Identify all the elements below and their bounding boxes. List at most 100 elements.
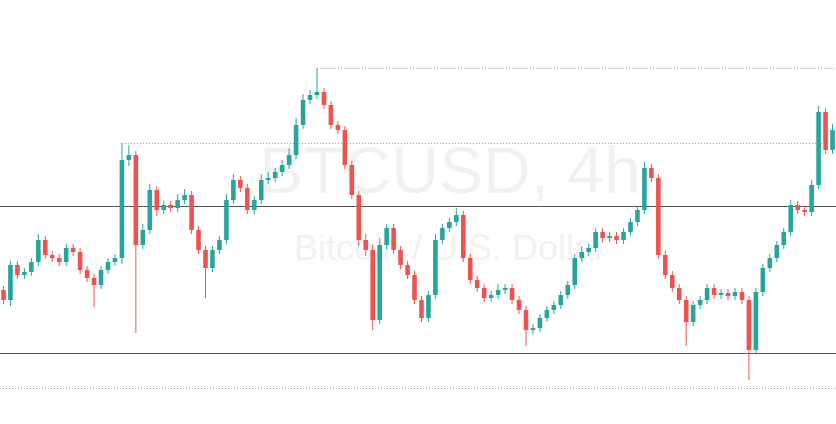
candle-body xyxy=(823,112,828,150)
candle-body xyxy=(398,250,403,265)
candle-body xyxy=(607,236,612,238)
candle-body xyxy=(460,215,466,258)
candle-body xyxy=(70,248,76,252)
candle-body xyxy=(426,295,431,318)
candle-body xyxy=(154,190,160,210)
candle-body xyxy=(251,200,257,210)
candle-body xyxy=(697,300,703,305)
candle-body xyxy=(760,268,766,292)
candle-body xyxy=(245,188,250,210)
candle-body xyxy=(635,210,640,222)
candle-body xyxy=(683,300,689,322)
candle-body xyxy=(126,155,132,160)
candle-body xyxy=(15,265,20,275)
candle-body xyxy=(676,288,682,300)
candle-body xyxy=(91,278,97,285)
candle-body xyxy=(412,275,417,300)
candle-body xyxy=(516,300,522,310)
candle-body xyxy=(84,270,90,278)
candle-body xyxy=(558,295,564,305)
candle-body xyxy=(42,240,48,255)
candle-body xyxy=(328,105,334,125)
candle-body xyxy=(217,240,222,250)
candle-body xyxy=(56,258,62,262)
candle-body xyxy=(112,258,118,262)
watermark-description: Bitcoin / U.S. Dollar xyxy=(294,227,606,268)
candle-body xyxy=(523,310,529,330)
candle-body xyxy=(495,290,501,295)
candle-body xyxy=(502,288,508,290)
candle-body xyxy=(307,95,313,100)
candle-body xyxy=(370,250,376,320)
candle-body xyxy=(802,210,807,212)
candle-body xyxy=(579,252,585,258)
candle-body xyxy=(481,288,487,298)
candle-body xyxy=(628,222,633,232)
candle-body xyxy=(265,178,271,180)
candle-body xyxy=(119,160,125,258)
candle-body xyxy=(711,288,717,295)
candle-body xyxy=(140,230,146,245)
candle-body xyxy=(49,255,55,258)
candle-body xyxy=(593,232,598,248)
candle-body xyxy=(279,165,285,172)
candle-body xyxy=(238,180,243,188)
candle-body xyxy=(168,205,173,208)
candle-body xyxy=(753,292,759,350)
candle-body xyxy=(293,125,299,155)
candle-body xyxy=(656,178,661,255)
candle-body xyxy=(725,293,731,296)
candle-body xyxy=(335,125,341,130)
candle-body xyxy=(795,205,800,210)
candle-body xyxy=(105,262,111,270)
candle-body xyxy=(440,228,445,240)
candle-body xyxy=(356,195,362,240)
candle-body xyxy=(189,195,194,230)
candle-body xyxy=(690,305,696,322)
candle-body xyxy=(474,280,480,288)
candle-body xyxy=(377,245,382,320)
candle-body xyxy=(704,288,710,300)
candle-body xyxy=(816,112,821,185)
candle-body xyxy=(210,250,215,268)
candle-body xyxy=(405,265,410,275)
candle-body xyxy=(614,236,619,240)
candle-body xyxy=(161,205,167,210)
candle-body xyxy=(830,130,835,150)
candle-body xyxy=(300,100,306,125)
candle-body xyxy=(182,195,187,200)
candle-body xyxy=(663,255,668,275)
candle-body xyxy=(384,228,389,245)
candle-body xyxy=(391,228,396,250)
candle-body xyxy=(530,328,536,330)
candle-body xyxy=(36,240,41,262)
candle-body xyxy=(433,240,438,295)
candle-body xyxy=(774,245,780,258)
candle-body xyxy=(147,190,153,230)
candle-body xyxy=(8,265,13,300)
candle-body xyxy=(739,292,745,300)
candle-body xyxy=(718,293,724,295)
candle-body xyxy=(22,272,27,275)
candle-body xyxy=(642,168,647,210)
candle-body xyxy=(600,232,605,238)
candle-body xyxy=(586,248,591,252)
candle-body xyxy=(203,250,208,268)
candle-body xyxy=(98,270,104,285)
candle-body xyxy=(781,232,787,245)
candle-body xyxy=(447,222,452,228)
candle-body xyxy=(196,230,201,250)
candle-body xyxy=(621,232,626,240)
candle-body xyxy=(29,262,34,272)
candle-body xyxy=(321,92,327,105)
candle-body xyxy=(788,205,794,232)
candle-body xyxy=(649,168,654,178)
candle-body xyxy=(488,295,494,298)
candle-body xyxy=(314,92,320,95)
candle-body xyxy=(454,215,459,222)
candle-body xyxy=(537,318,543,328)
candle-body xyxy=(349,165,355,195)
candle-body xyxy=(272,172,278,178)
